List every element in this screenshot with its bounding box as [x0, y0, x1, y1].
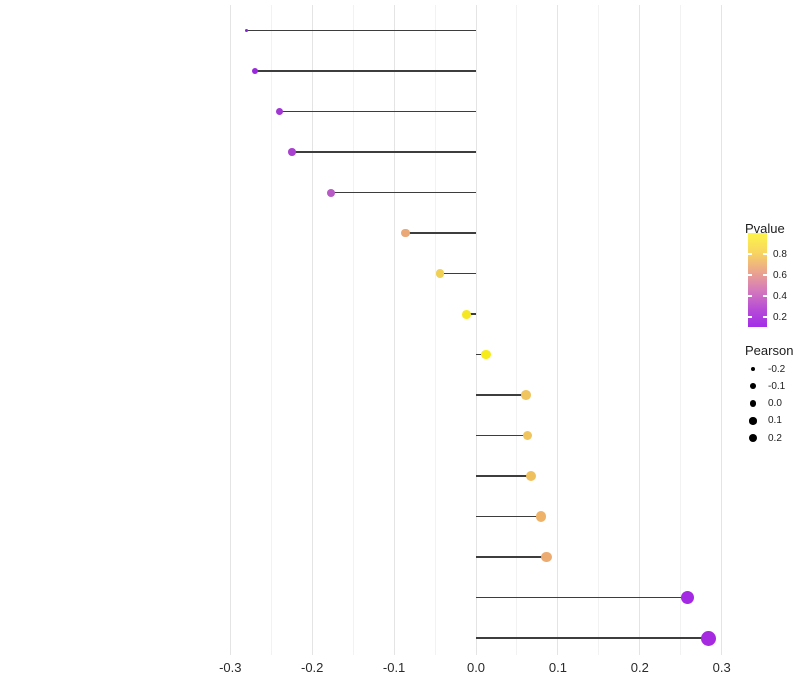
- pearson-legend-dot: [750, 383, 756, 390]
- lollipop-dot: [680, 590, 694, 605]
- pearson-legend-label: 0.2: [768, 432, 782, 444]
- pvalue-tick-label: 0.8: [773, 248, 787, 260]
- lollipop-stem: [476, 556, 547, 558]
- lollipop-stem: [291, 151, 476, 153]
- x-tick-label: 0.3: [712, 660, 731, 675]
- pearson-legend-dot: [749, 400, 757, 407]
- x-tick-label: 0.0: [466, 660, 486, 675]
- lollipop-stem: [476, 596, 688, 599]
- x-tick-label: 0.1: [548, 660, 567, 675]
- lollipop-stem: [476, 475, 531, 477]
- lollipop-dot: [521, 390, 531, 400]
- gridline-minor: [598, 5, 600, 655]
- lollipop-dot: [461, 309, 471, 319]
- gridline-minor: [352, 5, 354, 655]
- pvalue-colorbar-tick: [748, 253, 752, 255]
- pearson-legend-label: 0.1: [768, 415, 782, 427]
- lollipop-stem: [476, 637, 709, 639]
- pvalue-colorbar-tick: [763, 316, 767, 318]
- gridline-minor: [680, 5, 682, 655]
- gridline-minor: [516, 5, 518, 655]
- lollipop-dot: [535, 511, 546, 522]
- pearson-legend-title: Pearson: [745, 343, 794, 358]
- pvalue-colorbar-tick: [763, 274, 767, 276]
- lollipop-stem: [476, 515, 541, 518]
- pearson-legend-label: 0.0: [768, 398, 782, 410]
- gridline-major: [475, 5, 477, 655]
- pvalue-colorbar-tick: [763, 295, 767, 297]
- lollipop-dot: [287, 148, 296, 156]
- pearson-legend-dot: [749, 417, 757, 425]
- lollipop-dot: [244, 28, 249, 33]
- lollipop-dot: [525, 471, 536, 482]
- pvalue-colorbar-tick: [748, 316, 752, 318]
- lollipop-dot: [401, 228, 410, 238]
- lollipop-stem: [246, 30, 476, 32]
- lollipop-stem: [279, 110, 476, 113]
- gridline-major: [229, 5, 231, 655]
- lollipop-dot: [522, 430, 533, 441]
- lollipop-stem: [254, 70, 476, 72]
- lollipop-dot: [481, 349, 491, 360]
- gridline-minor: [270, 5, 272, 655]
- lollipop-stem: [331, 191, 476, 194]
- lollipop-dot: [275, 107, 284, 116]
- pvalue-tick-label: 0.2: [773, 311, 787, 323]
- lollipop-dot: [435, 269, 445, 279]
- lollipop-stem: [439, 272, 476, 275]
- gridline-major: [557, 5, 559, 655]
- pvalue-colorbar: [748, 233, 767, 327]
- lollipop-stem: [476, 434, 528, 437]
- x-tick-label: -0.3: [219, 660, 242, 675]
- x-tick-label: 0.2: [630, 660, 649, 675]
- pearson-legend-label: -0.2: [768, 363, 786, 375]
- x-tick-label: -0.1: [382, 660, 406, 675]
- pvalue-colorbar-tick: [748, 295, 752, 297]
- pearson-legend-label: -0.1: [768, 380, 786, 392]
- lollipop-stem: [476, 353, 486, 356]
- pvalue-legend-title: Pvalue: [745, 221, 785, 236]
- lollipop-stem: [476, 394, 526, 396]
- lollipop-dot: [541, 551, 552, 563]
- pvalue-tick-label: 0.6: [773, 269, 787, 281]
- lollipop-dot: [701, 630, 717, 646]
- pearson-legend-dot: [748, 434, 758, 443]
- pvalue-tick-label: 0.4: [773, 290, 787, 302]
- gridline-major: [721, 5, 723, 655]
- pearson-legend-dot: [750, 366, 756, 372]
- gridline-major: [639, 5, 641, 655]
- pvalue-colorbar-tick: [763, 253, 767, 255]
- lollipop-dot: [251, 68, 258, 75]
- pvalue-colorbar-tick: [748, 274, 752, 276]
- gridline-major: [393, 5, 395, 655]
- x-tick-label: -0.2: [300, 660, 324, 675]
- lollipop-stem: [405, 232, 476, 234]
- gridline-minor: [434, 5, 436, 655]
- lollipop-dot: [327, 188, 336, 197]
- lollipop-stem: [466, 313, 476, 315]
- gridline-major: [311, 5, 313, 655]
